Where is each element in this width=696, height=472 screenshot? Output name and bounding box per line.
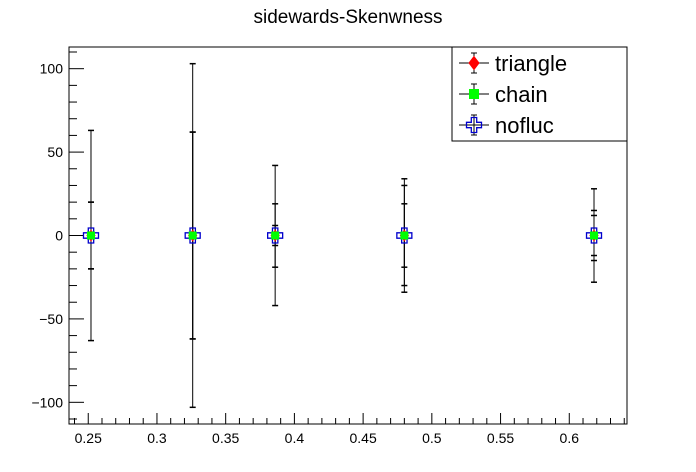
- square-marker: [86, 231, 95, 240]
- markers-triangle: [86, 229, 599, 242]
- series-triangle: [87, 131, 598, 340]
- x-axis: 0.25 0.3 0.35 0.4 0.45 0.5 0.55 0.6: [73, 413, 625, 446]
- y-axis: 100 50 0 −50 −100: [31, 51, 84, 420]
- y-tick-label: 100: [40, 61, 64, 77]
- x-tick-label: 0.3: [147, 430, 167, 446]
- y-tick-label: 50: [47, 144, 63, 160]
- x-tick-label: 0.25: [75, 430, 102, 446]
- x-tick-label: 0.6: [560, 430, 580, 446]
- x-tick-label: 0.5: [422, 430, 442, 446]
- x-tick-label: 0.4: [285, 430, 305, 446]
- markers-nofluc: [82, 227, 603, 244]
- legend-item-chain: chain: [459, 82, 548, 107]
- y-tick-label: −50: [39, 311, 63, 327]
- x-tick-label: 0.55: [487, 430, 514, 446]
- legend-item-triangle: triangle: [459, 51, 567, 76]
- legend-label: chain: [495, 82, 548, 107]
- square-marker: [469, 89, 479, 99]
- legend-item-nofluc: nofluc: [459, 113, 554, 138]
- legend: triangle chain nofluc: [451, 46, 628, 142]
- open-cross-marker: [465, 116, 483, 134]
- square-marker: [590, 231, 599, 240]
- data-series: [82, 62, 603, 409]
- legend-label: triangle: [495, 51, 567, 76]
- x-tick-label: 0.35: [212, 430, 239, 446]
- square-marker: [188, 231, 197, 240]
- y-tick-label: −100: [31, 394, 63, 410]
- chart-title: sidewards-Skenwness: [253, 7, 442, 28]
- series-chain: [87, 131, 598, 340]
- x-tick-label: 0.45: [349, 430, 376, 446]
- legend-label: nofluc: [495, 113, 554, 138]
- markers-chain: [86, 231, 599, 240]
- y-tick-label: 0: [55, 228, 63, 244]
- square-marker: [400, 231, 409, 240]
- square-marker: [271, 231, 280, 240]
- diamond-marker: [468, 55, 480, 71]
